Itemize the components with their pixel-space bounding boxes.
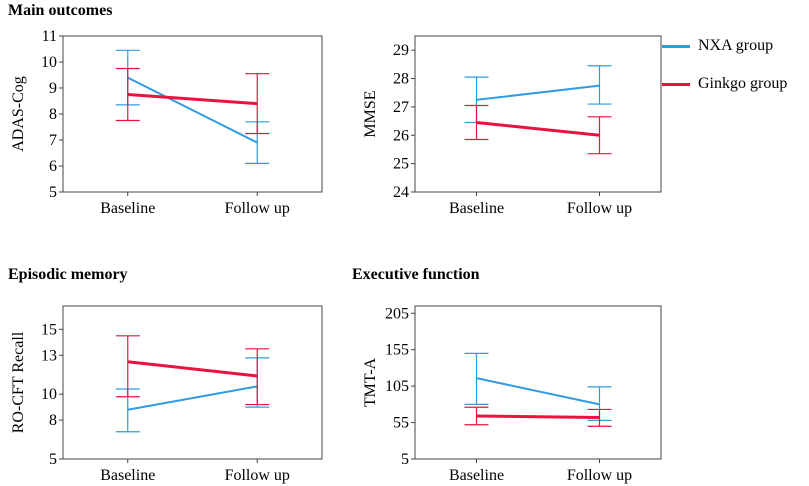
- y-tick-label-ro-cft-recall: 5: [49, 451, 57, 468]
- legend: NXA group Ginkgo group: [662, 36, 787, 112]
- x-tick-label-adas-cog: Baseline: [100, 200, 155, 217]
- y-tick-label-mmse: 27: [393, 99, 409, 116]
- series-line-ginkgo-tmt-a: [476, 414, 600, 419]
- series-line-ginkgo-ro-cft-recall: [127, 360, 258, 378]
- y-tick-label-mmse: 26: [393, 127, 409, 144]
- legend-item-nxa: NXA group: [662, 36, 787, 56]
- series-line-nxa-ro-cft-recall: [127, 385, 258, 411]
- section-title-episodic-memory: Episodic memory: [8, 266, 128, 283]
- y-tick-label-tmt-a: 55: [393, 415, 409, 432]
- y-tick-label-adas-cog: 7: [49, 132, 57, 149]
- series-line-nxa-tmt-a: [476, 377, 600, 406]
- chart-mmse: 24 25 26 27 28 29 Baseline Follow up MMSE: [362, 35, 662, 217]
- plot-frame-mmse: [414, 35, 662, 193]
- y-axis-label-adas-cog: ADAS-Cog: [10, 76, 27, 152]
- chart-adas-cog: 5 6 7 8 9 10 11 Baseline Follow up ADAS-Cog: [10, 28, 323, 217]
- y-tick-label-tmt-a: 155: [385, 342, 409, 359]
- legend-label-ginkgo: Ginkgo group: [698, 75, 788, 92]
- y-tick-label-adas-cog: 5: [49, 184, 57, 201]
- y-tick-label-adas-cog: 9: [49, 80, 57, 97]
- x-tick-label-ro-cft-recall: Baseline: [100, 467, 155, 484]
- y-tick-label-mmse: 29: [393, 42, 409, 59]
- legend-swatch-ginkgo: [662, 82, 690, 86]
- legend-swatch-nxa: [662, 44, 690, 48]
- y-tick-label-adas-cog: 11: [42, 28, 57, 45]
- y-tick-label-adas-cog: 10: [41, 54, 57, 71]
- legend-label-nxa: NXA group: [698, 37, 774, 54]
- y-tick-label-ro-cft-recall: 13: [41, 347, 57, 364]
- legend-item-ginkgo: Ginkgo group: [662, 74, 787, 94]
- plot-frame-tmt-a: [414, 305, 662, 460]
- x-tick-label-mmse: Baseline: [449, 200, 504, 217]
- y-tick-label-mmse: 24: [393, 184, 409, 201]
- series-line-ginkgo-adas-cog: [127, 93, 258, 106]
- section-title-executive-function: Executive function: [352, 266, 480, 283]
- chart-ro-cft-recall: 5 8 10 13 15 Baseline Follow up RO-CFT Recall: [10, 305, 323, 484]
- y-axis-label-tmt-a: TMT-A: [362, 357, 379, 407]
- y-tick-label-mmse: 28: [393, 71, 409, 88]
- series-line-ginkgo-mmse: [476, 121, 600, 137]
- section-title-main-outcomes: Main outcomes: [8, 2, 113, 19]
- x-tick-label-adas-cog: Follow up: [225, 200, 290, 217]
- y-tick-label-mmse: 25: [393, 156, 409, 173]
- x-tick-label-ro-cft-recall: Follow up: [225, 467, 290, 484]
- x-tick-label-tmt-a: Baseline: [449, 467, 504, 484]
- y-tick-label-adas-cog: 6: [49, 158, 57, 175]
- y-tick-label-tmt-a: 205: [385, 305, 409, 322]
- plot-frame-adas-cog: [62, 35, 323, 193]
- series-line-nxa-adas-cog: [127, 76, 258, 144]
- y-tick-label-ro-cft-recall: 10: [41, 386, 57, 403]
- y-axis-label-ro-cft-recall: RO-CFT Recall: [10, 331, 27, 433]
- x-tick-label-mmse: Follow up: [567, 200, 632, 217]
- x-tick-label-tmt-a: Follow up: [567, 467, 632, 484]
- y-axis-label-mmse: MMSE: [362, 90, 379, 137]
- plot-frame-ro-cft-recall: [62, 305, 323, 460]
- series-line-nxa-mmse: [476, 84, 600, 101]
- y-tick-label-tmt-a: 5: [401, 451, 409, 468]
- y-tick-label-adas-cog: 8: [49, 106, 57, 123]
- y-tick-label-tmt-a: 105: [385, 378, 409, 395]
- y-tick-label-ro-cft-recall: 8: [49, 412, 57, 429]
- y-tick-label-ro-cft-recall: 15: [41, 321, 57, 338]
